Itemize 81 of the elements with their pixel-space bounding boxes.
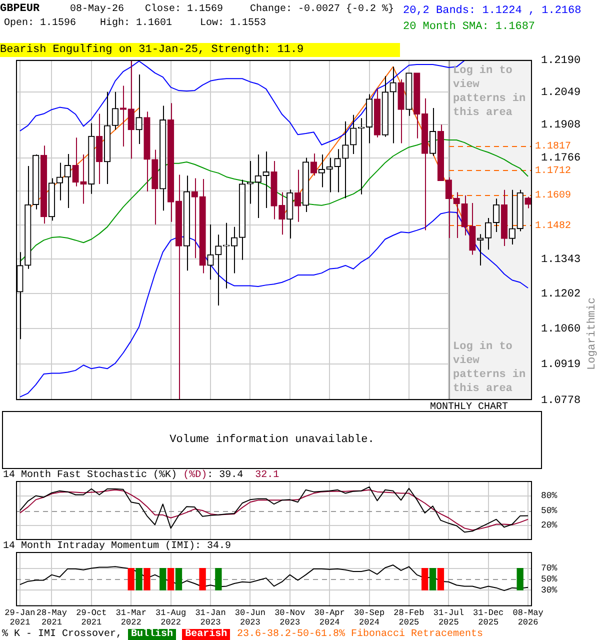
candlestick [461,194,468,236]
text: 23.6-38.2-50-61.8% Fibonacci Retracements [237,629,484,640]
candlestick [318,154,325,188]
chart-title: GBPEUR [0,3,40,15]
text: Bearish [182,629,230,640]
x-tick-label: 28-Feb 2025 [394,608,424,628]
chart-title: 14 Month Intraday Momentum (IMI): 34.9 [3,541,232,552]
candlestick [334,148,341,193]
candlestick [477,234,484,266]
x-tick-label: 31-Jul 2025 [433,608,464,628]
x-tick-label: 31-Jan 2023 [195,608,226,628]
y-tick-label: 30% [541,585,558,596]
y-tick-label: 1.1908 [541,120,581,132]
candlestick [56,162,63,201]
text: 32.1 [255,470,280,481]
text: (%K) [153,470,178,481]
text: Low: 1.1553 [200,18,266,29]
x-tick-label: 29-Oct 2021 [76,608,107,628]
y-tick-label: 70% [541,564,558,574]
text: Volume information unavailable. [168,434,376,446]
text: : 39.4 [207,470,244,481]
text: Close: 1.1569 [145,4,224,15]
y-axis-title: Logarithmic [586,297,598,370]
text: Bearish Engulfing on 31-Jan-25, Strength: 11.9 [0,43,400,57]
y-tick-label: 50% [541,506,558,516]
candlestick [429,107,436,156]
text: 20,2 Bands: 1.1224 , 1.2168 [403,5,582,17]
text: Change: -0.0027 {-0.2 %} [250,4,394,15]
candlestick [72,137,79,187]
x-tick-label: 31-Mar 2022 [116,608,146,628]
y-tick-label: 20% [541,520,558,531]
legend-title: % K - IMI Crossover, [2,629,122,640]
candlestick [453,192,460,239]
candlestick [215,234,222,306]
candlestick [342,120,349,199]
y-tick-label: 1.0778 [541,394,581,407]
candlestick [508,189,516,246]
candlestick [310,153,318,176]
y-tick-label: 50% [541,574,558,585]
y-tick-label: 1.1766 [541,152,581,165]
text: 20 Month SMA: 1.1687 [403,21,536,33]
ref-line-label: 1.1817 [535,141,572,152]
candlestick [278,192,286,236]
candlestick [262,150,270,208]
y-tick-label: 1.1060 [541,324,581,336]
ref-line-label: 1.1482 [535,220,572,232]
candlestick [112,91,119,130]
candlestick [294,169,302,222]
candlestick [64,154,71,208]
y-tick-label: 1.1202 [541,288,581,300]
x-tick-label: 30-Sep 2024 [354,608,385,628]
x-tick-label: 30-Nov 2023 [274,608,306,628]
candlestick [390,66,396,144]
ref-line-label: 1.1609 [535,190,572,202]
x-tick-label: 31-Dec 2025 [473,608,504,628]
text: High: 1.1601 [100,18,172,29]
text: Open: 1.1596 [4,18,76,29]
x-tick-label: 28-May 2021 [36,608,68,628]
x-tick-label: 29-Jan 2021 [4,608,36,628]
y-tick-label: 80% [541,491,558,502]
ref-line-label: 1.1712 [535,166,572,178]
x-tick-label: 30-Apr 2024 [314,608,345,628]
text: (%D) [183,470,208,481]
x-tick-label: 31-Aug 2022 [155,608,186,628]
candlestick [136,74,142,144]
text: Log in to view patterns in this area [453,341,526,395]
candlestick [469,202,476,256]
y-tick-label: 1.2049 [541,87,581,100]
candlestick [191,178,198,259]
chart-title: 14 Month Fast Stochastic [3,470,148,481]
candlestick [207,224,214,280]
text: Bullish [128,629,176,640]
text: MONTHLY CHART [430,402,508,413]
y-tick-label: 1.0919 [541,359,581,372]
x-tick-label: 08-May 2026 [512,608,544,628]
y-tick-label: 1.2190 [541,54,581,67]
band-label: Log in to view patterns in this area [453,64,527,120]
y-tick-label: 1.1343 [541,254,581,266]
text: 08-May-26 [70,4,124,15]
x-tick-label: 30-Jun 2023 [234,608,266,628]
candlestick [128,60,134,160]
